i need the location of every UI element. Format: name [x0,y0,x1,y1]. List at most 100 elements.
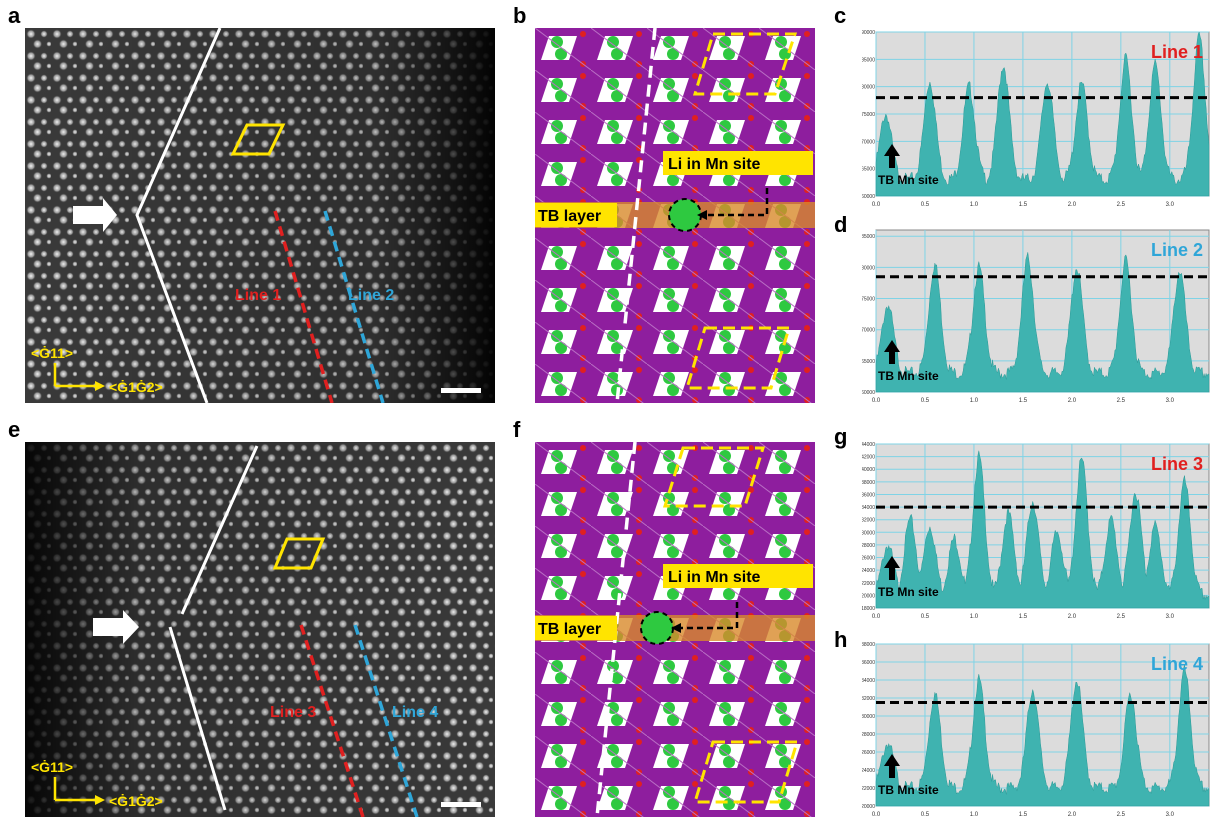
y-tick-label: 85000 [862,57,875,63]
axis-right-label-a: <Ġ1Ġ2> [109,379,163,395]
x-tick-label: 3.0 [1166,202,1175,208]
x-tick-label: 2.0 [1068,398,1077,404]
unit-cell-top-f [662,446,766,508]
panel-letter-e: e [8,417,21,442]
y-tick-label: 38000 [862,480,875,486]
profile-chart-line1: 0.0 0.5 1.0 1.5 2.0 2.5 3.0 60000 65000 70000 7500… [862,30,1210,208]
y-tick-label: 70000 [862,139,875,145]
y-tick-label: 70000 [862,328,875,334]
x-tick-label: 0.0 [872,614,881,620]
y-tick-label: 32000 [862,518,875,524]
stem-image-a: Line 1 Line 2 <Ġ11> <Ġ1Ġ2> [25,28,495,403]
x-tick-label: 1.0 [970,202,979,208]
y-tick-label: 75000 [862,297,875,303]
y-tick-label: 24000 [862,568,875,574]
twin-boundary-line-a [135,28,222,403]
y-tick-label: 26000 [862,556,875,562]
li-in-mn-label-f: Li in Mn site [668,569,761,586]
y-tick-label: 80000 [862,265,875,271]
pointer-arrowhead-f [671,623,681,633]
stem-image-e-svg: Line 3 Line 4 <Ġ11> <Ġ1Ġ2> [25,442,495,817]
x-tick-label: 0.0 [872,202,881,208]
li-in-mn-box-f [663,564,813,588]
arrow-up-icon [884,754,900,778]
crystal-model-f-svg: Li in Mn site TB layer [535,442,815,817]
arrow-up-icon [884,340,900,364]
x-tick-label: 2.5 [1117,202,1126,208]
chart-title: Line 4 [1151,654,1203,674]
y-tick-label: 90000 [862,30,875,36]
profile-area-series [875,664,1210,807]
unit-cell-bottom-f [692,740,800,804]
profile-area-series [875,31,1210,197]
x-tick-label: 0.5 [921,202,930,208]
y-tick-label: 30000 [862,714,875,720]
x-tick-label: 1.5 [1019,398,1028,404]
li-in-mn-box-b [663,151,813,175]
x-tick-label: 1.5 [1019,202,1028,208]
y-tick-label: 65000 [862,359,875,365]
line3-label: Line 3 [270,704,316,721]
axis-up-label-e: <Ġ11> [31,759,73,775]
profile-area-series [875,252,1210,393]
x-tick-label: 3.0 [1166,614,1175,620]
pointer-arrowhead-b [697,210,707,220]
unit-cell-marker-a [230,123,286,156]
profile-chart-line4: 0.0 0.5 1.0 1.5 2.0 2.5 3.0 20000 22000 24000 2600… [862,642,1210,818]
x-tick-label: 3.0 [1166,812,1175,818]
y-tick-label: 65000 [862,167,875,173]
y-tick-label: 34000 [862,678,875,684]
arrow-right-icon-e [93,610,139,644]
line4-label: Line 4 [392,704,438,721]
panel-letter-g: g [834,424,848,449]
boundary-dashed-b [615,28,657,403]
x-tick-label: 0.5 [921,614,930,620]
y-tick-label: 20000 [862,593,875,599]
tb-layer-box-b [535,203,617,227]
x-tick-label: 1.5 [1019,614,1028,620]
crystal-model-f: Li in Mn site TB layer [535,442,815,817]
panel-letter-c: c [834,3,847,28]
tb-layer-box-f [535,616,617,640]
x-tick-label: 0.5 [921,398,930,404]
x-tick-label: 0.0 [872,812,881,818]
axis-arrowhead-e [95,795,105,805]
x-tick-label: 2.0 [1068,202,1077,208]
line4-dashed [353,624,419,817]
x-tick-label: 1.0 [970,812,979,818]
profile-chart-line2: 0.0 0.5 1.0 1.5 2.0 2.5 3.0 60000 65000 70000 7500… [862,229,1210,404]
y-tick-label: 38000 [862,642,875,648]
scale-bar-e [441,802,481,807]
twin-boundary-upper-e [180,445,259,615]
tb-layer-label-f: TB layer [538,621,601,638]
y-tick-label: 34000 [862,505,875,511]
panel-letter-b: b [513,3,527,28]
axis-arrowhead-a [95,381,105,391]
arrow-up-icon [884,144,900,168]
tb-mn-site-label: TB Mn site [878,783,939,797]
stem-image-a-svg: Line 1 Line 2 <Ġ11> <Ġ1Ġ2> [25,28,495,403]
y-tick-label: 36000 [862,492,875,498]
line2-dashed [323,210,385,403]
unit-cell-top-b [692,32,798,96]
tb-mn-site-label: TB Mn site [878,369,939,383]
chart-title: Line 3 [1151,454,1203,474]
li-site-marker-b [668,198,702,232]
y-tick-label: 44000 [862,442,875,448]
tb-mn-site-label: TB Mn site [878,173,939,187]
panel-letter-a: a [8,3,21,28]
y-tick-label: 60000 [862,194,875,200]
y-tick-label: 24000 [862,768,875,774]
panel-letter-h: h [834,627,848,652]
y-tick-label: 75000 [862,112,875,118]
tb-mn-site-label: TB Mn site [878,585,939,599]
li-in-mn-label-b: Li in Mn site [668,156,761,173]
panel-letter-d: d [834,212,848,237]
crystal-model-b: Li in Mn site TB layer [535,28,815,403]
x-tick-label: 2.0 [1068,614,1077,620]
pointer-arrow-f [681,602,739,630]
y-tick-label: 28000 [862,543,875,549]
axis-up-label-a: <Ġ11> [31,345,73,361]
y-tick-label: 40000 [862,467,875,473]
x-tick-label: 2.0 [1068,812,1077,818]
